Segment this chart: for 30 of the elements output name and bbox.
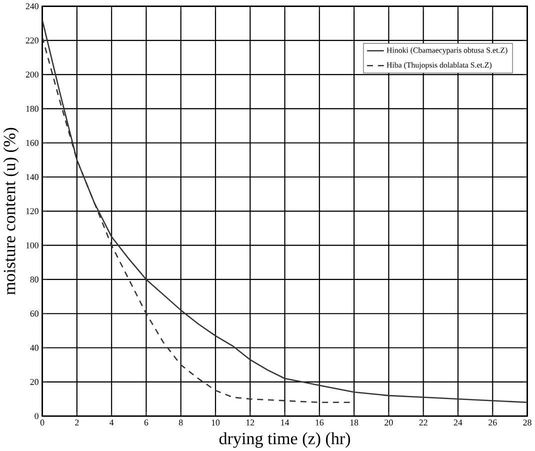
x-tick-label: 18 [350, 420, 358, 426]
x-tick-label: 0 [40, 420, 44, 426]
y-tick-label: 200 [26, 72, 38, 78]
y-tick-label: 220 [26, 37, 38, 44]
x-axis-title: drying time (z) (hr) [219, 432, 350, 448]
x-tick-label: 10 [212, 420, 220, 426]
x-tick-label: 24 [454, 420, 462, 426]
y-tick-label: 140 [26, 174, 38, 180]
x-tick-label: 28 [523, 420, 532, 426]
x-tick-label: 20 [384, 420, 393, 426]
y-tick-label: 60 [30, 310, 38, 317]
x-tick-label: 14 [281, 420, 290, 426]
x-tick-label: 26 [488, 420, 497, 426]
y-tick-label: 160 [26, 140, 38, 146]
y-tick-label: 240 [26, 3, 38, 10]
y-tick-label: 100 [26, 242, 38, 248]
x-tick-label: 6 [144, 420, 148, 426]
y-tick-label: 0 [34, 413, 38, 420]
x-tick-label: 2 [75, 420, 79, 426]
y-tick-label: 80 [30, 276, 38, 282]
x-tick-label: 12 [246, 420, 254, 426]
x-tick-label: 22 [419, 420, 428, 426]
y-tick-label: 40 [30, 344, 38, 351]
x-tick-label: 8 [178, 420, 183, 426]
y-axis-title: moisture content (u) (%) [3, 128, 19, 295]
y-tick-label: 20 [30, 378, 38, 385]
y-tick-label: 120 [26, 208, 38, 214]
y-tick-label: 180 [26, 106, 38, 112]
x-tick-label: 16 [316, 420, 324, 426]
x-tick-label: 4 [110, 420, 114, 426]
